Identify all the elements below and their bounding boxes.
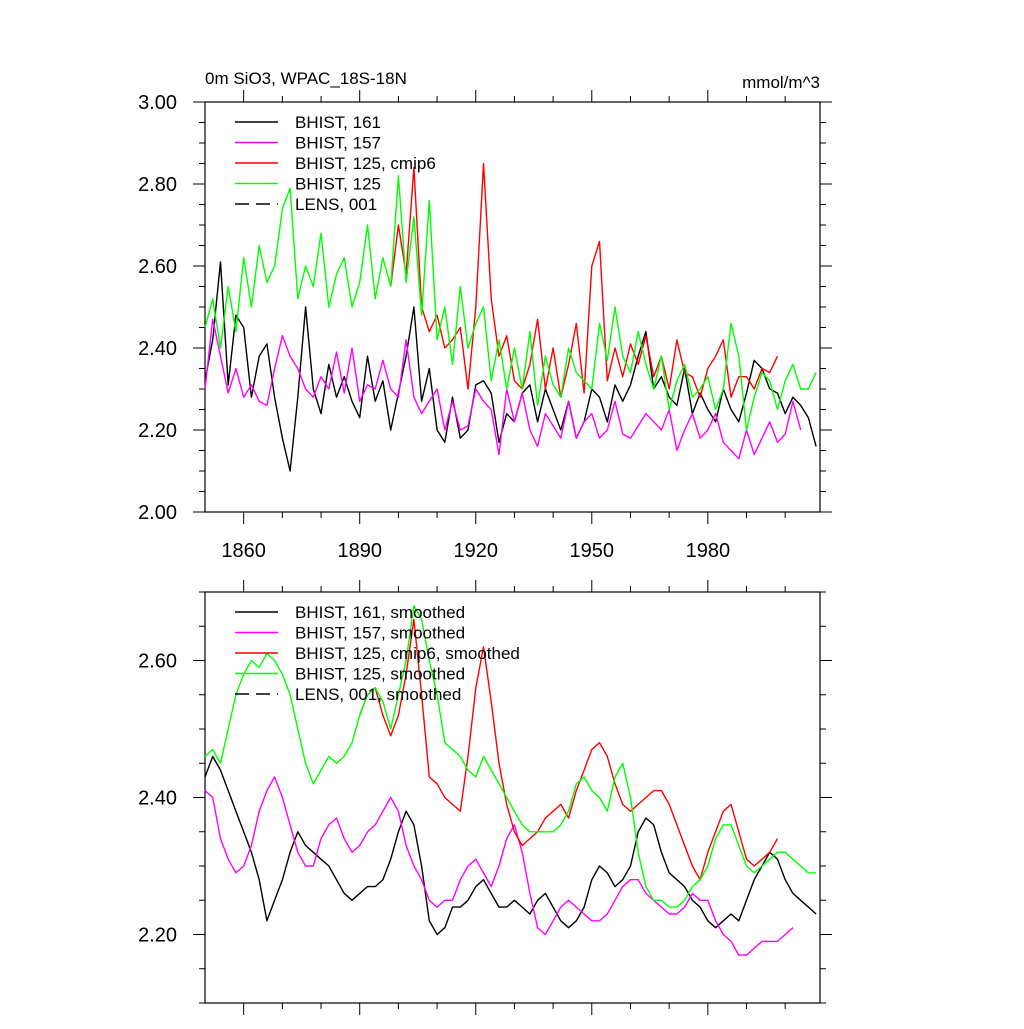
series-line-bhist-161-smoothed — [204, 755, 817, 936]
y-tick-label: 2.20 — [138, 925, 177, 947]
y-tick-label: 3.00 — [138, 92, 177, 114]
bottom-panel: 2.20 2.40 2.60 BHIST, 161, smoothed BHIST, 1… — [138, 580, 832, 1015]
legend-label: BHIST, 125 — [295, 175, 381, 194]
y-tick-label: 2.80 — [138, 174, 177, 196]
legend-label: LENS, 001 — [295, 195, 377, 214]
legend-label: BHIST, 157 — [295, 134, 381, 153]
legend-label: BHIST, 161 — [295, 113, 381, 132]
series-line-bhist-157-smoothed — [204, 776, 794, 956]
series-line-bhist-125-cmip6 — [390, 162, 779, 398]
series-line-bhist-125-smoothed — [204, 605, 817, 908]
chart-title: 0m SiO3, WPAC_18S-18N — [205, 69, 407, 88]
series-line-bhist-125-cmip6-smoothed — [359, 618, 779, 881]
series-line-bhist-157 — [204, 318, 802, 460]
top-panel: 2.00 2.20 2.40 2.60 2.80 3.00 1860 1890 1920 1950… — [138, 90, 832, 562]
legend-label: BHIST, 125, smoothed — [295, 665, 465, 684]
x-tick-label: 1920 — [454, 540, 499, 562]
y-tick-label: 2.60 — [138, 651, 177, 673]
series-line-bhist-161 — [204, 261, 817, 472]
y-tick-label: 2.20 — [138, 420, 177, 442]
legend-label: BHIST, 125, cmip6, smoothed — [295, 644, 520, 663]
y-tick-label: 2.00 — [138, 502, 177, 524]
series-line-bhist-125 — [204, 175, 817, 431]
y-tick-label: 2.60 — [138, 256, 177, 278]
x-tick-label: 1950 — [570, 540, 615, 562]
y-tick-label: 2.40 — [138, 338, 177, 360]
legend-label: BHIST, 161, smoothed — [295, 603, 465, 622]
legend-label: BHIST, 157, smoothed — [295, 624, 465, 643]
x-tick-label: 1980 — [686, 540, 731, 562]
legend-label: LENS, 001, smoothed — [295, 685, 461, 704]
y-tick-label: 2.40 — [138, 788, 177, 810]
x-tick-label: 1890 — [337, 540, 382, 562]
x-tick-label: 1860 — [221, 540, 266, 562]
legend-label: BHIST, 125, cmip6 — [295, 154, 436, 173]
units-label: mmol/m^3 — [742, 73, 820, 92]
